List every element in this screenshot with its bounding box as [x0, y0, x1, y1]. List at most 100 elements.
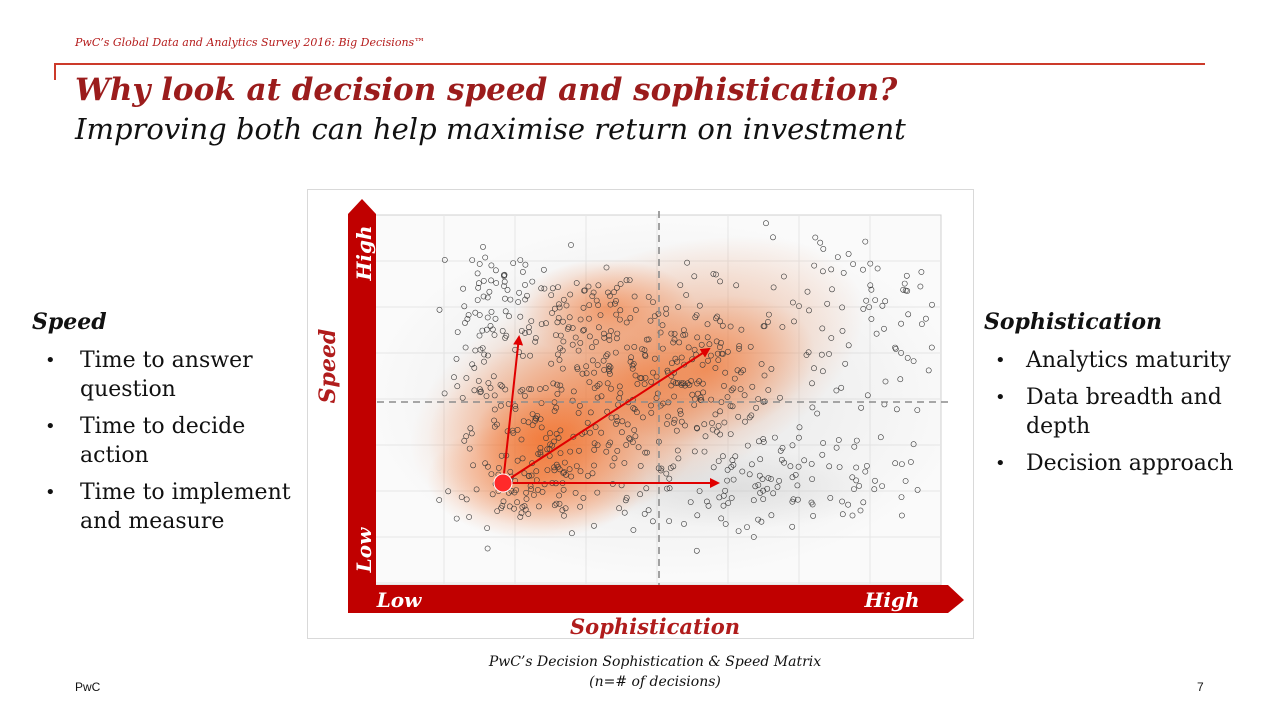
scatter-point [794, 496, 801, 503]
scatter-point [668, 360, 675, 366]
scatter-point [760, 496, 767, 502]
y-axis-title: Speed [315, 329, 341, 404]
scatter-point [914, 486, 921, 493]
scatter-point [642, 351, 648, 358]
scatter-point [781, 459, 787, 466]
scatter-point [851, 443, 858, 450]
scatter-point [637, 491, 643, 498]
scatter-point [697, 394, 704, 401]
x-axis-high-label: High [863, 588, 919, 612]
scatter-point [820, 440, 826, 446]
scatter-point [570, 388, 577, 395]
scatter-point [544, 467, 551, 473]
scatter-point [693, 547, 700, 554]
scatter-point [522, 261, 529, 268]
scatter-point [557, 382, 564, 389]
scatter-point [611, 455, 618, 462]
scatter-point [532, 335, 539, 341]
scatter-point [789, 523, 796, 530]
scatter-point [583, 363, 590, 370]
scatter-point [671, 416, 678, 423]
scatter-point [538, 400, 545, 406]
scatter-point [729, 403, 736, 410]
scatter-point [650, 369, 656, 376]
density-blob [587, 449, 887, 529]
scatter-point [693, 424, 700, 431]
scatter-point [631, 406, 638, 413]
scatter-point [502, 295, 508, 302]
scatter-point [851, 486, 857, 492]
scatter-point [573, 280, 580, 286]
scatter-point [864, 462, 870, 469]
scatter-point [729, 457, 736, 464]
scatter-point [534, 486, 541, 493]
scatter-point [765, 311, 772, 318]
scatter-point [611, 300, 618, 307]
scatter-point [789, 474, 796, 481]
scatter-point [532, 417, 538, 424]
scatter-point [494, 508, 501, 514]
scatter-point [704, 334, 711, 341]
scatter-point [584, 472, 591, 479]
scatter-point [517, 388, 524, 395]
scatter-point [641, 347, 648, 353]
scatter-point [484, 352, 491, 359]
scatter-point [838, 384, 845, 391]
scatter-point [739, 468, 746, 475]
scatter-point [918, 269, 925, 275]
scatter-point [469, 361, 476, 368]
scatter-point [537, 449, 544, 456]
scatter-point [748, 412, 755, 419]
scatter-point [730, 385, 737, 392]
scatter-point [897, 376, 904, 383]
scatter-point [510, 429, 517, 436]
scatter-point [672, 355, 679, 362]
scatter-point [575, 409, 582, 416]
scatter-point [493, 280, 500, 286]
scatter-point [549, 310, 555, 316]
speed-bullet: Time to implement and measure [45, 478, 305, 536]
scatter-point [849, 474, 856, 481]
scatter-point [796, 303, 802, 309]
scatter-point [698, 341, 705, 348]
scatter-point [518, 436, 525, 443]
scatter-point [530, 492, 537, 498]
scatter-point [541, 285, 548, 292]
scatter-point [677, 282, 684, 288]
scatter-point [731, 375, 738, 382]
scatter-point [616, 383, 623, 390]
scatter-point [616, 395, 623, 401]
scatter-point [881, 325, 887, 332]
scatter-point [542, 385, 549, 391]
scatter-point [506, 503, 513, 510]
scatter-point [866, 304, 872, 310]
scatter-point [594, 489, 601, 496]
scatter-point [853, 464, 860, 471]
scatter-point [768, 476, 774, 482]
scatter-point [806, 307, 812, 314]
scatter-point [879, 483, 885, 489]
scatter-point [489, 326, 496, 333]
scatter-point [867, 260, 874, 267]
scatter-point [504, 287, 511, 293]
density-blob [472, 389, 612, 489]
scatter-point [734, 367, 741, 374]
scatter-point [514, 499, 520, 506]
scatter-point [683, 292, 690, 298]
scatter-point [839, 498, 845, 505]
scatter-point [476, 386, 483, 393]
scatter-point [591, 522, 597, 529]
scatter-point [639, 414, 646, 421]
scatter-point [519, 455, 526, 462]
scatter-point [502, 308, 509, 315]
scatter-point [635, 444, 642, 451]
scatter-point [532, 338, 539, 345]
scatter-point [842, 360, 849, 367]
scatter-point [495, 464, 502, 471]
scatter-point [761, 323, 768, 330]
scatter-point [516, 289, 522, 296]
page-number: 7 [1197, 680, 1204, 694]
scatter-point [548, 292, 555, 298]
scatter-point [713, 315, 719, 322]
scatter-point [454, 383, 461, 390]
